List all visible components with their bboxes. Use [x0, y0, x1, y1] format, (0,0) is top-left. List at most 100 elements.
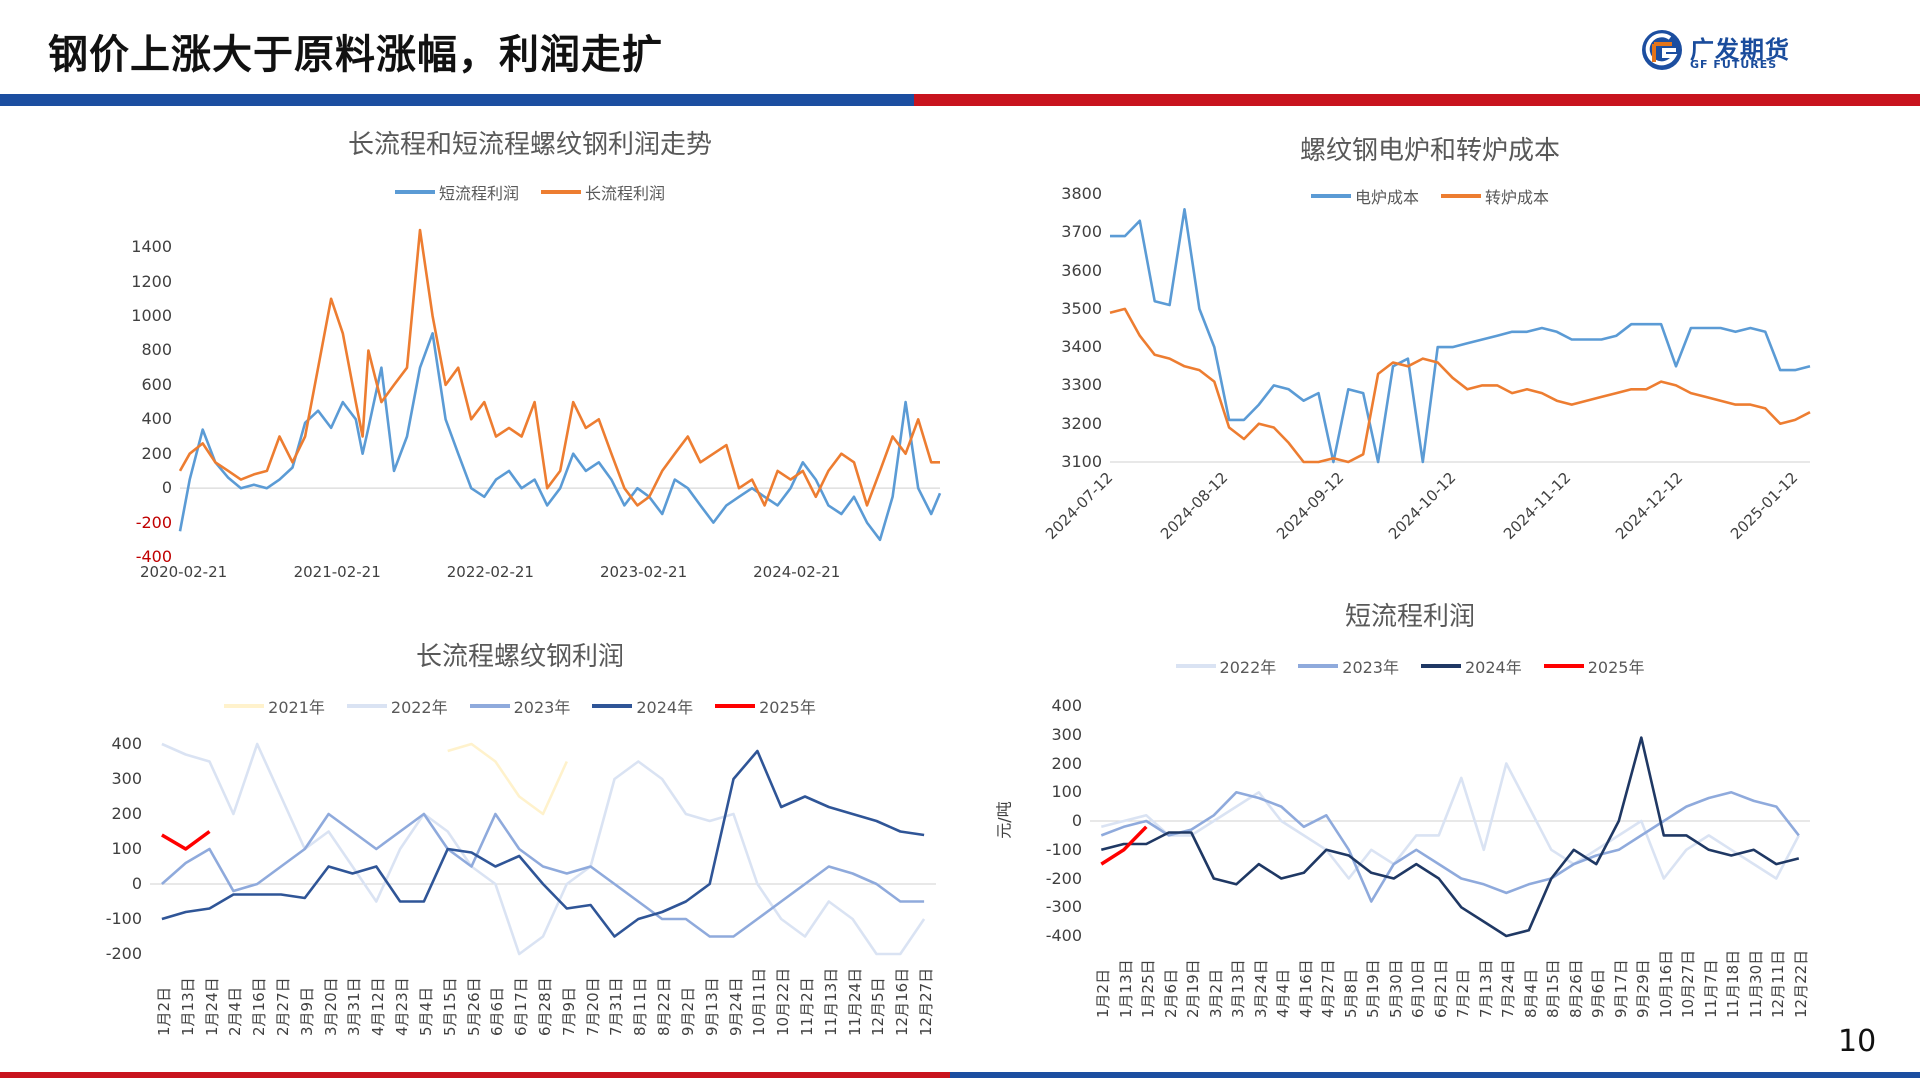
x-tick-label: 9月24日 — [726, 977, 745, 1036]
x-tick-label: 5月4日 — [416, 986, 435, 1036]
x-tick-label: 2021-02-21 — [293, 563, 381, 581]
y-tick-label: -400 — [1045, 926, 1082, 945]
legend-swatch — [1421, 664, 1461, 668]
chart-short-process-profit: 短流程利润 2022年 2023年 2024年 2025年 元/吨 400 300… — [995, 590, 1820, 1030]
chart-title: 螺纹钢电炉和转炉成本 — [1299, 136, 1560, 166]
x-tick-label: 11月2日 — [798, 977, 816, 1036]
y-tick-label: 1000 — [131, 306, 172, 326]
chart-legend: 电炉成本 转炉成本 — [1040, 184, 1820, 208]
legend-label: 转炉成本 — [1485, 188, 1550, 207]
x-tick-label: 2024-02-21 — [753, 563, 841, 581]
series-line — [161, 830, 211, 851]
y-axis-unit-label: 元/吨 — [994, 801, 1014, 839]
legend-swatch — [1175, 664, 1216, 668]
legend-swatch — [1543, 664, 1584, 668]
x-tick-label: 2月6日 — [1161, 968, 1180, 1018]
header-bar-red — [914, 94, 1920, 106]
x-tick-label: 5月15日 — [440, 977, 459, 1036]
x-tick-label: 12月16日 — [893, 967, 912, 1036]
x-tick-label: 9月13日 — [702, 977, 721, 1036]
legend-item: 2022年 — [1175, 654, 1277, 678]
legend-label: 2023年 — [513, 698, 571, 717]
x-tick-label: 1月2日 — [154, 986, 173, 1036]
x-tick-label: 6月10日 — [1409, 959, 1428, 1018]
legend-item: 长流程利润 — [541, 180, 665, 204]
legend-item: 2023年 — [469, 694, 571, 718]
chart-legend: 2022年 2023年 2024年 2025年 — [1000, 654, 1820, 678]
legend-swatch — [394, 190, 435, 194]
footer-bar-blue — [950, 1072, 1920, 1078]
y-tick-label: 100 — [111, 839, 142, 858]
legend-item: 2023年 — [1298, 654, 1399, 678]
legend-swatch — [1310, 194, 1351, 198]
x-tick-label: 2020-02-21 — [140, 563, 228, 581]
series-line — [161, 812, 925, 938]
x-tick-label: 5月30日 — [1386, 959, 1405, 1018]
x-tick-label: 6月28日 — [536, 977, 554, 1036]
y-tick-label: 200 — [141, 443, 172, 463]
legend-label: 2025年 — [1587, 658, 1645, 677]
x-tick-label: 6月6日 — [488, 986, 507, 1036]
x-tick-label: 3月31日 — [345, 977, 364, 1036]
x-tick-label: 8月15日 — [1544, 959, 1563, 1018]
series-line — [1100, 791, 1800, 903]
legend-label: 2022年 — [1219, 658, 1277, 677]
y-tick-label: 1200 — [131, 271, 172, 291]
x-tick-label: 8月26日 — [1566, 959, 1585, 1018]
x-tick-label: 4月23日 — [393, 977, 412, 1036]
x-tick-label: 11月7日 — [1701, 959, 1720, 1018]
legend-swatch — [1298, 664, 1339, 668]
y-tick-label: 300 — [1051, 724, 1082, 744]
y-tick-label: 600 — [141, 374, 172, 394]
chart-title: 长流程和短流程螺纹钢利润走势 — [347, 130, 712, 160]
x-tick-label: 10月11日 — [750, 967, 769, 1036]
series-line — [1100, 762, 1800, 880]
x-tick-label: 12月11日 — [1769, 949, 1788, 1018]
legend-label: 短流程利润 — [438, 184, 519, 203]
legend-label: 2025年 — [759, 698, 816, 717]
chart-legend: 2021年 2022年 2023年 2024年 2025年 — [90, 694, 950, 718]
legend-item: 电炉成本 — [1310, 184, 1419, 208]
y-tick-label: 100 — [1051, 782, 1082, 802]
y-tick-label: 400 — [141, 409, 172, 429]
y-tick-label: 400 — [1051, 696, 1082, 715]
series-line — [178, 332, 942, 542]
y-tick-label: 200 — [1051, 753, 1082, 773]
x-tick-label: 6月21日 — [1431, 959, 1450, 1018]
x-tick-label: 2023-02-21 — [599, 563, 688, 581]
x-tick-label: 1月2日 — [1094, 968, 1113, 1018]
legend-item: 转炉成本 — [1441, 184, 1549, 208]
y-tick-label: 300 — [111, 769, 142, 788]
logo: 广发期货 GF FUTURES — [1640, 26, 1800, 76]
legend-swatch — [541, 190, 581, 194]
x-tick-label: 8月22日 — [655, 977, 674, 1036]
x-tick-label: 4月12日 — [369, 977, 388, 1036]
x-tick-label: 11月13日 — [821, 967, 840, 1036]
y-tick-label: -200 — [135, 512, 172, 532]
y-tick-label: 0 — [1071, 811, 1082, 830]
x-tick-label: 12月22日 — [1791, 949, 1810, 1018]
page-title: 钢价上涨大于原料涨幅，利润走扩 — [48, 32, 663, 78]
legend-label: 2023年 — [1342, 658, 1399, 677]
legend-label: 长流程利润 — [585, 184, 666, 203]
x-tick-label: 3月13日 — [1229, 959, 1248, 1018]
x-tick-label: 7月20日 — [583, 977, 602, 1036]
legend-label: 2021年 — [268, 698, 325, 717]
y-tick-label: -100 — [1045, 839, 1082, 859]
legend-item: 2025年 — [715, 694, 816, 718]
plot-area — [178, 228, 942, 542]
y-tick-label: 3300 — [1061, 375, 1102, 395]
x-tick-label: 3月24日 — [1251, 959, 1270, 1018]
series-line — [178, 228, 940, 507]
chart-long-process-rebar-profit: 长流程螺纹钢利润 2021年 2022年 2023年 2024年 2025年 4… — [90, 630, 950, 1050]
x-tick-label: 5月19日 — [1364, 959, 1383, 1018]
x-tick-label: 2月19日 — [1184, 959, 1203, 1018]
logo-text-cn: 广发期货 — [1690, 36, 1790, 64]
y-tick-label: 0 — [131, 874, 142, 893]
x-tick-label: 2月27日 — [274, 977, 292, 1036]
plot-area — [1090, 736, 1810, 938]
x-tick-label: 2月4日 — [226, 986, 245, 1036]
logo-text-en: GF FUTURES — [1690, 58, 1778, 71]
x-tick-label: 8月11日 — [631, 977, 650, 1036]
x-tick-label: 10月16日 — [1656, 949, 1675, 1018]
